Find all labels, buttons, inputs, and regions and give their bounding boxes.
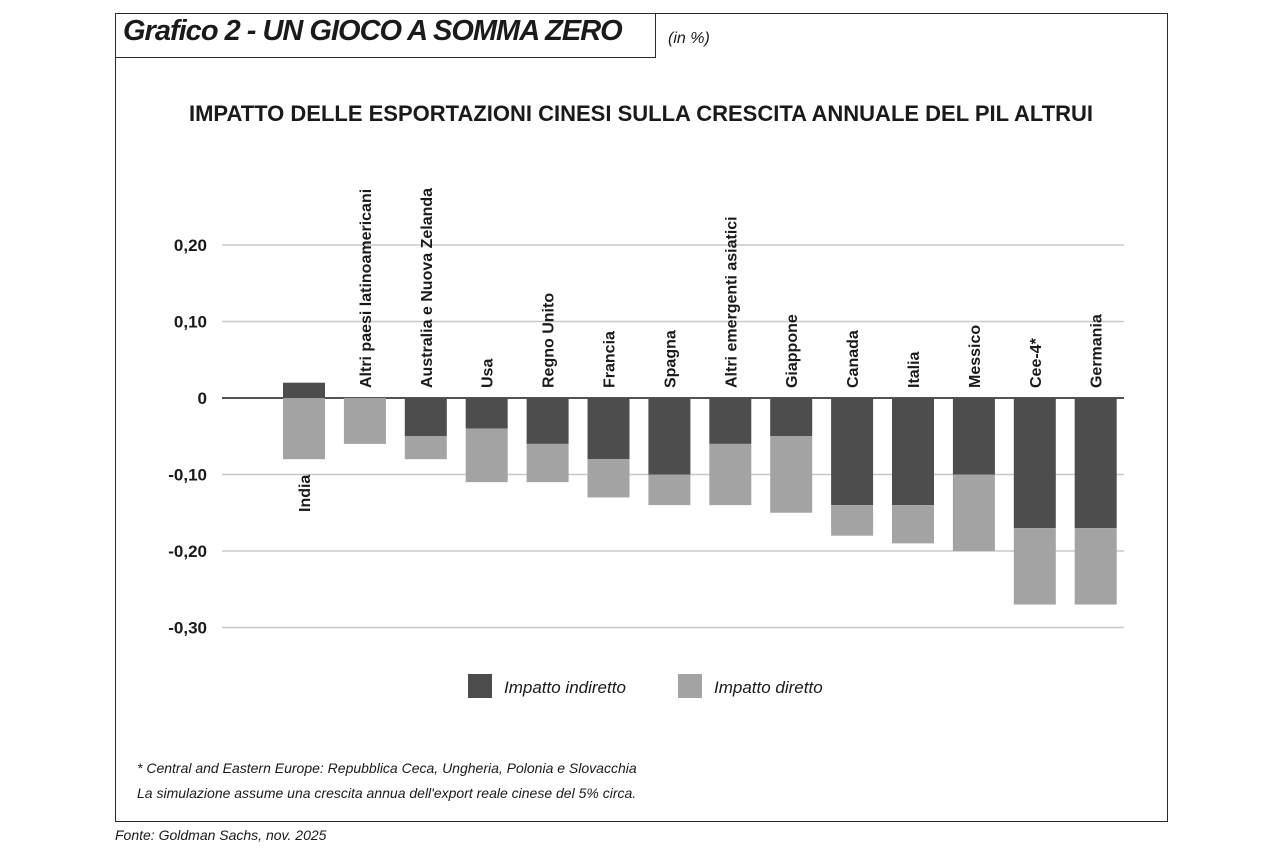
bar-indiretto bbox=[952, 398, 995, 475]
bar-diretto bbox=[404, 436, 447, 460]
category-label: Messico bbox=[967, 325, 984, 388]
title-box bbox=[115, 13, 656, 58]
y-tick-label: -0,30 bbox=[168, 619, 207, 638]
bar-diretto bbox=[1074, 528, 1117, 605]
bar-diretto bbox=[587, 459, 630, 498]
y-tick-label: 0,10 bbox=[174, 313, 207, 332]
category-label: Australia e Nuova Zelanda bbox=[419, 188, 436, 388]
y-axis-ticks: 0,20 0,10 0 -0,10 -0,20 -0,30 bbox=[168, 236, 207, 638]
bar-diretto bbox=[709, 443, 752, 506]
bar-indiretto bbox=[1074, 398, 1117, 529]
bar-diretto bbox=[892, 505, 934, 544]
bar-diretto bbox=[770, 436, 813, 513]
bar-diretto bbox=[952, 474, 995, 551]
chart-title: IMPATTO DELLE ESPORTAZIONI CINESI SULLA … bbox=[189, 101, 1093, 126]
category-labels: India Altri paesi latinoamericani Australi… bbox=[297, 188, 1106, 512]
bar-indiretto bbox=[404, 398, 447, 437]
y-tick-label: -0,10 bbox=[168, 466, 207, 485]
footnote-line: * Central and Eastern Europe: Repubblica… bbox=[137, 760, 637, 776]
y-tick-label: 0,20 bbox=[174, 236, 207, 255]
bar-indiretto bbox=[831, 398, 874, 506]
category-label: Spagna bbox=[662, 330, 679, 388]
bar-indiretto bbox=[526, 398, 569, 444]
category-label: Italia bbox=[906, 351, 923, 388]
bar-diretto bbox=[343, 398, 386, 444]
footnote-line: La simulazione assume una crescita annua… bbox=[137, 785, 636, 801]
legend-label: Impatto diretto bbox=[714, 678, 823, 697]
bar-indiretto bbox=[892, 398, 934, 506]
category-label: Cee-4* bbox=[1028, 337, 1045, 388]
bar-indiretto bbox=[770, 398, 813, 437]
figure-title: Grafico 2 - UN GIOCO A SOMMA ZERO bbox=[123, 15, 623, 47]
category-label: Altri paesi latinoamericani bbox=[358, 189, 375, 388]
category-label: Usa bbox=[480, 359, 497, 388]
bar-diretto bbox=[283, 398, 325, 460]
category-label: India bbox=[297, 475, 314, 512]
y-tick-label: 0 bbox=[198, 389, 207, 408]
unit-label: (in %) bbox=[668, 30, 710, 47]
bar-indiretto bbox=[587, 398, 630, 460]
legend-label: Impatto indiretto bbox=[504, 678, 626, 697]
bar-indiretto bbox=[465, 398, 508, 429]
bar-diretto bbox=[1013, 528, 1056, 605]
category-label: Francia bbox=[602, 331, 619, 388]
bar-indiretto bbox=[648, 398, 691, 475]
bar-diretto bbox=[465, 428, 508, 483]
y-tick-label: -0,20 bbox=[168, 542, 207, 561]
bar-diretto bbox=[526, 443, 569, 483]
footnotes: * Central and Eastern Europe: Repubblica… bbox=[137, 760, 637, 801]
category-label: Canada bbox=[845, 330, 862, 388]
bar-diretto bbox=[648, 474, 691, 506]
category-label: Germania bbox=[1089, 314, 1106, 388]
legend-swatch bbox=[468, 674, 492, 698]
category-label: Giappone bbox=[784, 314, 801, 388]
bar-indiretto bbox=[709, 398, 752, 444]
bars bbox=[283, 382, 1117, 605]
bar-indiretto bbox=[283, 382, 325, 398]
legend: Impatto indiretto Impatto diretto bbox=[468, 674, 823, 698]
category-label: Regno Unito bbox=[541, 293, 558, 388]
bar-indiretto bbox=[1013, 398, 1056, 529]
figure-frame bbox=[115, 13, 1168, 822]
source-note: Fonte: Goldman Sachs, nov. 2025 bbox=[115, 827, 327, 843]
legend-swatch bbox=[678, 674, 702, 698]
category-label: Altri emergenti asiatici bbox=[723, 216, 740, 388]
bar-diretto bbox=[831, 505, 874, 536]
